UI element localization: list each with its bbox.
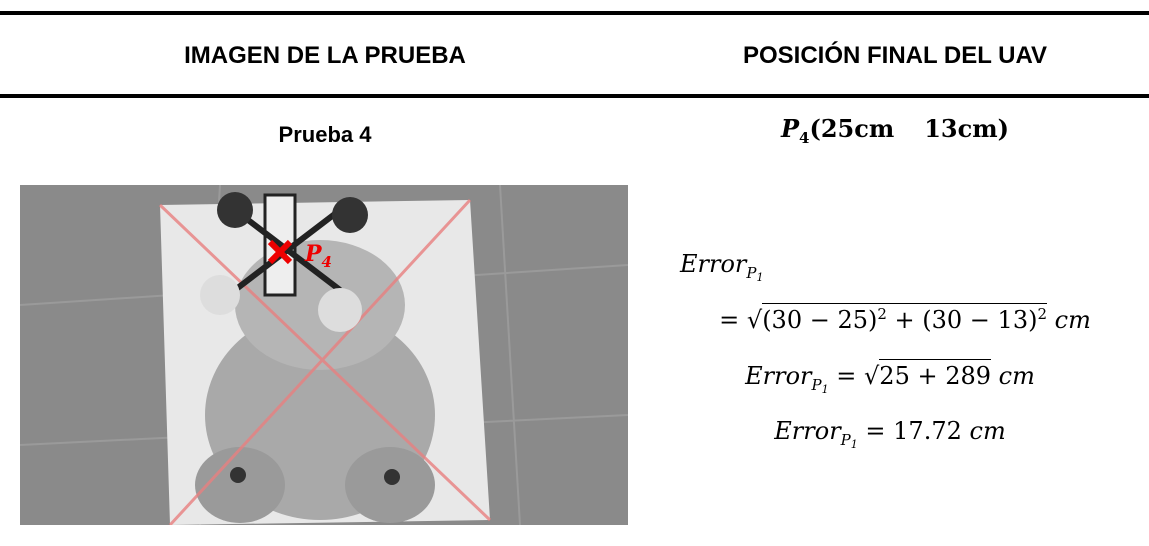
exp: 2 — [1037, 305, 1047, 323]
unit: cm — [969, 417, 1006, 445]
image-label: P4 — [304, 241, 332, 271]
sub: P — [746, 264, 757, 282]
subsub: 1 — [850, 438, 858, 451]
error-line3: ErrorP1 = 17.72 cm — [670, 417, 1110, 451]
subsub: 1 — [821, 383, 829, 396]
test-image: P4 — [20, 185, 628, 525]
symbol: P — [780, 114, 800, 143]
sub: P — [840, 431, 851, 449]
index: 4 — [322, 253, 332, 271]
symbol: P — [304, 241, 323, 267]
term: (30 − 25) — [762, 306, 878, 334]
sub: P — [811, 376, 822, 394]
unit: cm — [998, 362, 1035, 390]
value: 17.72 — [893, 417, 962, 445]
pos-x: (25cm — [809, 114, 895, 143]
error-line2: ErrorP1 = √25 + 289 cm — [670, 359, 1110, 396]
name: Error — [745, 362, 812, 390]
header-rule — [0, 94, 1149, 98]
name: Error — [774, 417, 841, 445]
error-name: ErrorP1 — [680, 250, 763, 284]
position: P4(25cm 13cm) — [650, 114, 1140, 147]
index: 4 — [799, 129, 810, 147]
equals: = — [836, 362, 857, 390]
subsub: 1 — [756, 271, 764, 284]
exp: 2 — [877, 305, 887, 323]
header-left: IMAGEN DE LA PRUEBA — [184, 42, 466, 69]
name: Error — [680, 250, 747, 278]
radicand: 25 + 289 — [879, 359, 992, 390]
equals: = — [865, 417, 886, 445]
header-right: POSICIÓN FINAL DEL UAV — [742, 42, 1048, 69]
equals: = — [719, 306, 740, 334]
radical: √ — [746, 306, 763, 334]
term: + (30 − 13) — [886, 306, 1038, 334]
test-label: Prueba 4 — [278, 122, 372, 147]
top-rule — [0, 11, 1149, 15]
error-line1: = √(30 − 25)2 + (30 − 13)2 cm — [670, 303, 1140, 334]
unit: cm — [1054, 306, 1091, 334]
radical: √ — [864, 362, 880, 390]
pos-y: 13cm) — [924, 114, 1009, 143]
